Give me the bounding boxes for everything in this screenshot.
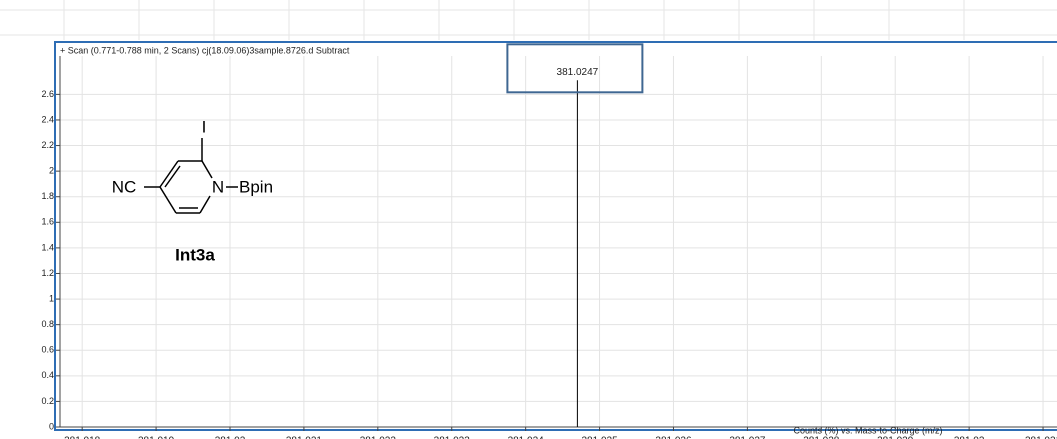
y-tick-label: 0.8: [41, 319, 54, 329]
x-axis-label: Counts (%) vs. Mass-to-Charge (m/z): [793, 425, 942, 435]
x-tick-label: 381.027: [729, 436, 766, 439]
y-tick-label: 1.8: [41, 191, 54, 201]
x-tick-label: 381.025: [581, 436, 618, 439]
structure: NC N Bpin I Int3a: [112, 117, 273, 264]
ring: [144, 138, 238, 214]
x-tick-label: 381.021: [286, 436, 323, 439]
x-tick-label: 381.02: [215, 436, 246, 439]
x-tick-label: 381.023: [434, 436, 471, 439]
y-tick-label: 0: [49, 421, 54, 431]
y-tick-label: 0.6: [41, 345, 54, 355]
y-tick-label: 2.4: [41, 114, 54, 124]
y-tick-label: 2.6: [41, 89, 54, 99]
x-tick-label: 381.029: [877, 436, 914, 439]
label-box: [506, 43, 644, 94]
x-tick-label: 381.031: [1025, 436, 1057, 439]
y-tick-label: 2.2: [41, 140, 54, 150]
x-tick-label: 381.022: [360, 436, 397, 439]
halogen-label: I: [202, 117, 207, 136]
x-tick-label: 381.026: [655, 436, 692, 439]
peak-label: 381.0247: [557, 67, 599, 78]
chart-title: + Scan (0.771-0.788 min, 2 Scans) cj(18.…: [60, 45, 350, 55]
y-tick-label: 1.2: [41, 268, 54, 278]
substituent-label: NC: [112, 177, 137, 196]
x-tick-label: 381.018: [64, 436, 101, 439]
x-tick-label: 381.024: [508, 436, 545, 439]
y-tick-label: 1.4: [41, 242, 54, 252]
y-tick-label: 1: [49, 293, 54, 303]
y-tick-label: 1.6: [41, 217, 54, 227]
plot-frame: [54, 41, 1057, 431]
x-tick-label: 381.03: [954, 436, 985, 439]
sheet-grid: [0, 0, 1057, 40]
y-tick-label: 2: [49, 166, 54, 176]
y-tick-label: 0.2: [41, 396, 54, 406]
group-label: Bpin: [239, 177, 273, 196]
x-tick-label: 381.028: [803, 436, 840, 439]
y-tick-label: 0.4: [41, 370, 54, 380]
atom-label: N: [212, 177, 224, 196]
compound-name: Int3a: [175, 245, 215, 264]
x-tick-label: 381.019: [138, 436, 175, 439]
